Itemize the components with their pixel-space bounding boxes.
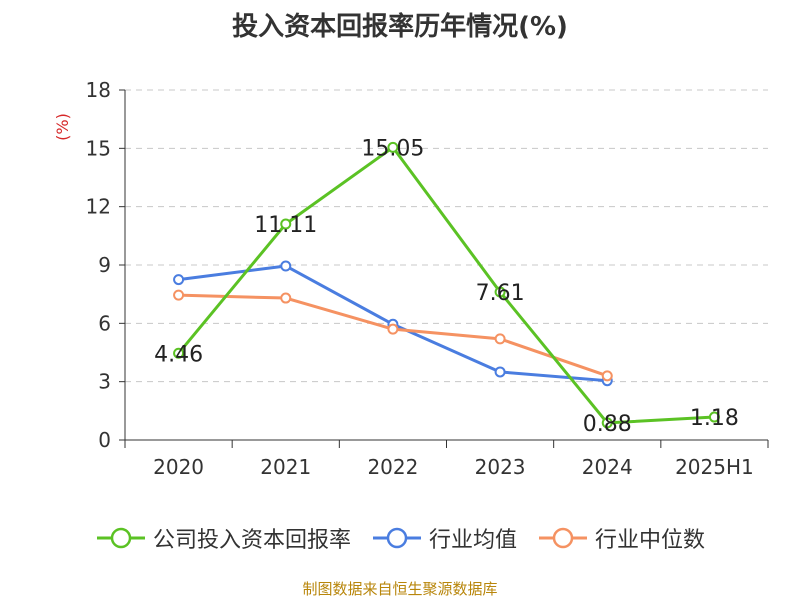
legend-item: 行业均值 <box>371 522 517 554</box>
x-tick-label: 2020 <box>153 455 204 479</box>
legend-circle <box>386 527 408 549</box>
data-point <box>280 292 292 304</box>
series-2 <box>173 289 613 382</box>
y-tick-label: 6 <box>98 311 111 335</box>
y-tick-label: 15 <box>86 136 111 160</box>
data-label: 0.88 <box>583 412 632 437</box>
legend-label: 行业均值 <box>428 528 517 553</box>
legend-circle <box>110 527 132 549</box>
x-tick-label: 2024 <box>582 455 633 479</box>
data-labels: 4.46 11.11 15.05 7.61 0.88 1.18 <box>154 136 739 437</box>
chart-title: 投入资本回报率历年情况(%) <box>232 12 568 42</box>
y-tick-label: 3 <box>98 370 111 394</box>
data-label: 11.11 <box>254 213 317 238</box>
data-point <box>280 218 292 230</box>
data-point <box>173 289 185 301</box>
data-point <box>173 347 185 359</box>
data-label: 15.05 <box>361 136 424 161</box>
data-point <box>173 274 185 286</box>
data-label: 7.61 <box>476 281 525 306</box>
y-tick-label: 0 <box>98 428 111 452</box>
x-tick-label: 2023 <box>475 455 526 479</box>
y-tick-label: 12 <box>86 195 111 219</box>
data-label: 4.46 <box>154 342 203 367</box>
series-layer <box>173 141 720 429</box>
grid-lines <box>125 89 768 383</box>
legend: 公司投入资本回报率 行业均值 行业中位数 <box>0 520 800 556</box>
data-point <box>387 141 399 153</box>
legend-marker <box>539 527 587 549</box>
x-tick-label: 2025H1 <box>675 455 754 479</box>
y-tick-label: 9 <box>98 253 111 277</box>
y-axis-label: (%) <box>53 113 72 141</box>
legend-marker <box>96 527 145 549</box>
legend-item: 行业中位数 <box>537 522 705 554</box>
data-point <box>387 323 399 335</box>
data-label: 1.18 <box>690 406 739 431</box>
x-tick-label: 2021 <box>260 455 311 479</box>
source-note: 制图数据来自恒生聚源数据库 <box>302 580 498 598</box>
data-point <box>494 333 506 345</box>
data-point <box>494 366 506 378</box>
data-point <box>708 411 720 423</box>
legend-label: 行业中位数 <box>595 528 706 553</box>
data-point <box>601 370 613 382</box>
axes: 0 3 6 9 12 15 18 2020 2021 2022 2023 2024 2025H1 <box>86 78 769 479</box>
legend-marker <box>372 527 421 549</box>
series-0 <box>173 141 720 429</box>
y-tick-label: 18 <box>86 78 111 102</box>
data-point <box>280 260 292 272</box>
x-tick-label: 2022 <box>367 455 418 479</box>
legend-circle <box>552 527 574 549</box>
legend-item: 公司投入资本回报率 <box>95 522 351 554</box>
series-line <box>178 293 608 378</box>
series-line <box>177 145 715 425</box>
legend-label: 公司投入资本回报率 <box>152 528 351 553</box>
data-point <box>494 286 506 298</box>
data-point <box>601 417 613 429</box>
